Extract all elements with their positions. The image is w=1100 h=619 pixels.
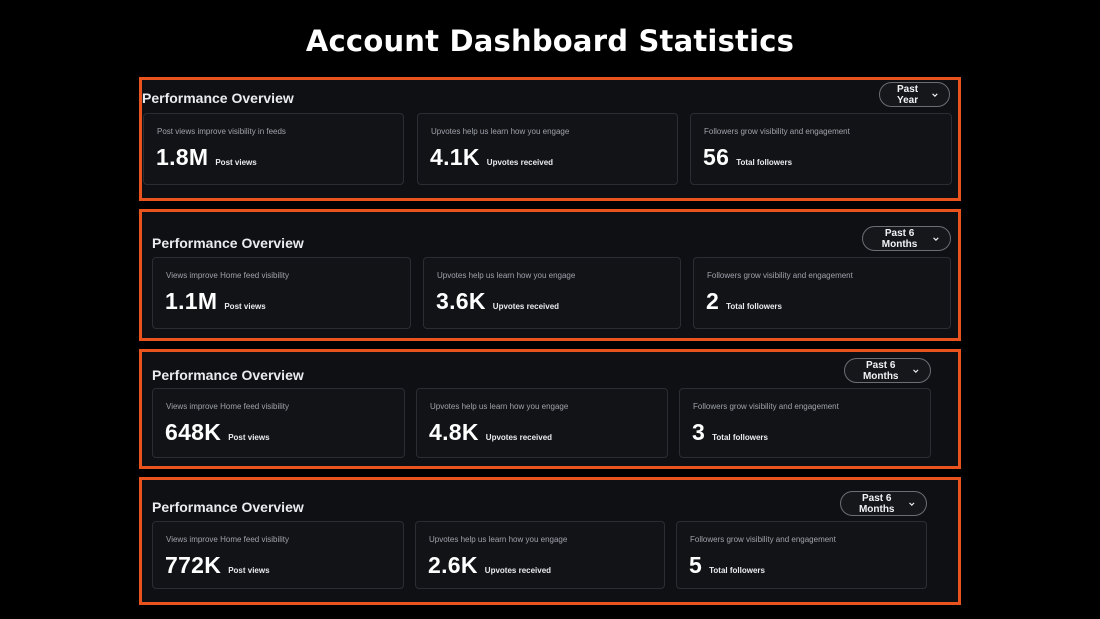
card-value: 3	[692, 419, 706, 445]
period-dropdown[interactable]: Past 6 Months	[844, 358, 931, 383]
panel-title: Performance Overview	[142, 90, 294, 106]
card-unit: Upvotes received	[492, 302, 560, 311]
period-label: Past 6 Months	[862, 359, 899, 382]
stat-card-followers: Followers grow visibility and engagement…	[679, 388, 931, 458]
card-description: Upvotes help us learn how you engage	[431, 127, 570, 136]
performance-panel-1: Performance Overview Past Year Post view…	[139, 77, 961, 201]
stat-card-post-views: Views improve Home feed visibility 1.1M …	[152, 257, 411, 329]
card-unit: Total followers	[736, 158, 793, 167]
period-label: Past 6 Months	[881, 227, 918, 250]
card-value: 4.1K	[430, 144, 480, 170]
card-unit: Upvotes received	[484, 566, 552, 575]
period-label: Past 6 Months	[858, 492, 895, 515]
period-dropdown[interactable]: Past 6 Months	[840, 491, 927, 516]
stat-card-upvotes: Upvotes help us learn how you engage 4.1…	[417, 113, 678, 185]
card-unit: Total followers	[726, 302, 782, 311]
card-unit: Total followers	[712, 433, 768, 442]
card-description: Followers grow visibility and engagement	[690, 535, 836, 544]
card-unit: Post views	[228, 433, 270, 442]
stat-card-post-views: Views improve Home feed visibility 648K …	[152, 388, 405, 458]
card-unit: Total followers	[709, 566, 765, 575]
performance-panel-4: Performance Overview Past 6 Months Views…	[139, 477, 961, 605]
card-value: 772K	[165, 552, 222, 578]
chevron-down-icon	[913, 368, 919, 373]
period-label: Past Year	[897, 83, 919, 106]
card-unit: Upvotes received	[485, 433, 553, 442]
card-value: 5	[689, 552, 703, 578]
card-value: 3.6K	[436, 288, 486, 314]
panel-title: Performance Overview	[152, 499, 304, 515]
card-value: 648K	[165, 419, 222, 445]
stat-card-followers: Followers grow visibility and engagement…	[690, 113, 952, 185]
chevron-down-icon	[909, 501, 915, 506]
stat-card-followers: Followers grow visibility and engagement…	[676, 521, 927, 589]
period-dropdown[interactable]: Past 6 Months	[862, 226, 951, 251]
stat-card-post-views: Post views improve visibility in feeds 1…	[143, 113, 404, 185]
chevron-down-icon	[932, 92, 938, 97]
stat-card-upvotes: Upvotes help us learn how you engage 2.6…	[415, 521, 665, 589]
card-unit: Upvotes received	[486, 158, 554, 167]
card-description: Upvotes help us learn how you engage	[430, 402, 569, 411]
card-unit: Post views	[224, 302, 266, 311]
card-description: Post views improve visibility in feeds	[157, 127, 286, 136]
stat-card-followers: Followers grow visibility and engagement…	[693, 257, 951, 329]
card-value: 1.1M	[165, 288, 218, 314]
period-dropdown[interactable]: Past Year	[879, 82, 950, 107]
stat-card-upvotes: Upvotes help us learn how you engage 4.8…	[416, 388, 668, 458]
card-description: Views improve Home feed visibility	[166, 271, 290, 280]
panel-title: Performance Overview	[152, 235, 304, 251]
card-unit: Post views	[228, 566, 270, 575]
card-value: 4.8K	[429, 419, 479, 445]
card-unit: Post views	[215, 158, 257, 167]
card-description: Followers grow visibility and engagement	[707, 271, 853, 280]
performance-panel-3: Performance Overview Past 6 Months Views…	[139, 349, 961, 469]
card-description: Upvotes help us learn how you engage	[437, 271, 576, 280]
panel-title: Performance Overview	[152, 367, 304, 383]
card-value: 1.8M	[156, 144, 209, 170]
card-value: 2	[706, 288, 720, 314]
card-description: Followers grow visibility and engagement	[704, 127, 850, 136]
card-description: Followers grow visibility and engagement	[693, 402, 839, 411]
card-description: Views improve Home feed visibility	[166, 402, 290, 411]
card-value: 2.6K	[428, 552, 478, 578]
stat-card-upvotes: Upvotes help us learn how you engage 3.6…	[423, 257, 681, 329]
card-value: 56	[703, 144, 730, 170]
chevron-down-icon	[933, 236, 939, 241]
performance-panel-2: Performance Overview Past 6 Months Views…	[139, 209, 961, 341]
card-description: Views improve Home feed visibility	[166, 535, 290, 544]
page-title: Account Dashboard Statistics	[305, 24, 795, 58]
card-description: Upvotes help us learn how you engage	[429, 535, 568, 544]
stat-card-post-views: Views improve Home feed visibility 772K …	[152, 521, 404, 589]
